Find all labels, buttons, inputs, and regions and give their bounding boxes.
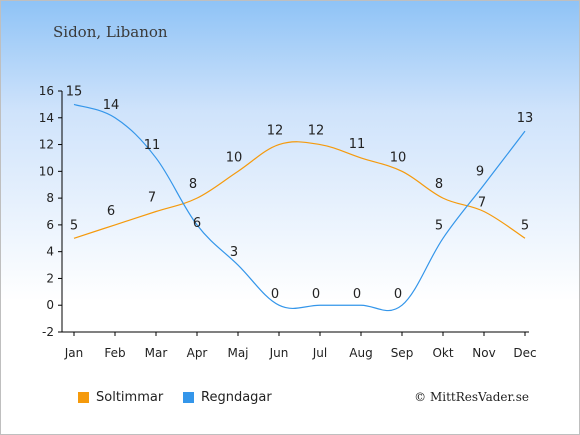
x-tick-label: Mar: [145, 346, 168, 360]
data-label-sun: 11: [349, 137, 366, 152]
x-tick-label: Nov: [472, 346, 495, 360]
data-label-sun: 7: [478, 196, 486, 211]
x-tick-label: Feb: [104, 346, 125, 360]
legend-item-sun: Soltimmar: [78, 390, 163, 405]
y-tick-label: 0: [46, 298, 54, 312]
data-label-rain: 6: [193, 216, 201, 231]
chart-lines: [73, 103, 526, 312]
series-line-sun: [73, 141, 526, 239]
x-tick-label: Sep: [391, 346, 414, 360]
data-label-rain: 13: [517, 111, 534, 126]
x-tick-label: Jul: [312, 346, 327, 360]
x-tick-label: Dec: [513, 346, 536, 360]
x-tick-label: Maj: [227, 346, 248, 360]
data-label-rain: 0: [353, 287, 361, 302]
data-label-sun: 8: [435, 177, 443, 192]
legend-swatch-rain: [183, 392, 194, 403]
chart-data-labels: 5 6 7 8 10 12 12 11 10 8 7 5 15 14 11 6 3 0 0 0 0 5 9 13: [66, 84, 534, 302]
y-tick-label: 8: [46, 191, 54, 205]
data-label-sun: 7: [148, 191, 156, 206]
y-tick-label: 16: [39, 84, 54, 98]
x-tick-label: Okt: [432, 346, 453, 360]
x-tick-label: Aug: [349, 346, 372, 360]
data-label-sun: 10: [226, 150, 243, 165]
x-tick-label: Apr: [187, 346, 208, 360]
chart-axes: -2 0 2 4 6 8 10 12 14 16 Jan Feb Mar Apr Maj Jun Jul Aug S…: [39, 84, 537, 360]
x-tick-label: Jun: [269, 346, 289, 360]
legend-item-rain: Regndagar: [183, 390, 272, 405]
data-label-rain: 3: [230, 245, 238, 260]
y-tick-label: -2: [42, 325, 54, 339]
legend-label-rain: Regndagar: [201, 390, 272, 405]
y-tick-label: 2: [46, 271, 54, 285]
data-label-rain: 5: [435, 218, 443, 233]
data-label-rain: 0: [312, 287, 320, 302]
data-label-sun: 5: [70, 218, 78, 233]
y-tick-label: 6: [46, 218, 54, 232]
legend-label-sun: Soltimmar: [96, 390, 164, 405]
data-label-rain: 0: [394, 287, 402, 302]
y-tick-label: 14: [39, 111, 54, 125]
y-tick-label: 12: [39, 138, 54, 152]
data-label-sun: 8: [189, 177, 197, 192]
y-tick-label: 10: [39, 164, 54, 178]
data-label-sun: 6: [107, 204, 115, 219]
copyright-text: © MittResVader.se: [414, 390, 529, 404]
y-tick-label: 4: [46, 245, 54, 259]
series-line-rain: [73, 103, 526, 312]
data-label-rain: 15: [66, 84, 83, 99]
data-label-sun: 5: [521, 218, 529, 233]
data-label-sun: 10: [390, 150, 407, 165]
data-label-sun: 12: [267, 124, 284, 139]
page-title: Sidon, Libanon: [53, 23, 168, 41]
data-label-rain: 14: [103, 98, 120, 113]
legend-swatch-sun: [78, 392, 89, 403]
data-label-rain: 9: [476, 165, 484, 180]
data-label-rain: 11: [144, 138, 161, 153]
data-label-rain: 0: [271, 287, 279, 302]
x-tick-label: Jan: [64, 346, 84, 360]
data-label-sun: 12: [308, 124, 325, 139]
